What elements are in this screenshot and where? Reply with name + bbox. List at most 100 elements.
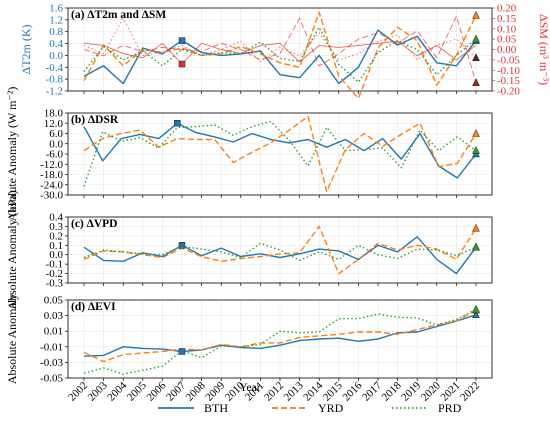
data-point xyxy=(456,59,458,61)
marker-square xyxy=(178,242,186,249)
data-point xyxy=(456,259,458,261)
marker-triangle xyxy=(472,242,480,251)
y-tick-label: -6.0 xyxy=(46,149,64,161)
y-tick-label-right: 0.20 xyxy=(497,3,517,15)
data-point xyxy=(260,41,262,43)
legend-label-yrd: YRD xyxy=(318,401,344,415)
data-point xyxy=(416,30,418,32)
data-point xyxy=(456,273,458,275)
data-point xyxy=(299,259,301,261)
data-point xyxy=(279,74,281,76)
y-tick-label: 1.2 xyxy=(49,14,63,26)
data-point xyxy=(377,52,379,54)
y-tick-label: 0.05 xyxy=(44,295,64,307)
data-point xyxy=(344,150,346,152)
x-tick-label: 2013 xyxy=(282,379,306,403)
series-line-bth xyxy=(83,236,477,275)
data-point xyxy=(279,42,281,44)
data-point xyxy=(260,61,262,63)
data-point xyxy=(377,338,379,340)
data-point xyxy=(307,139,309,141)
data-point xyxy=(419,122,421,124)
data-point xyxy=(456,38,458,40)
marker-triangle xyxy=(472,304,480,313)
y-axis-label: Absolute Anomaly xyxy=(5,294,19,384)
data-point xyxy=(270,142,272,144)
data-point xyxy=(326,127,328,129)
data-point xyxy=(162,47,164,49)
data-point xyxy=(176,138,178,140)
data-point xyxy=(240,49,242,51)
data-point xyxy=(416,331,418,333)
data-point xyxy=(103,367,105,369)
data-point xyxy=(83,186,85,188)
data-point xyxy=(83,150,85,152)
data-point xyxy=(122,260,124,262)
data-point xyxy=(139,129,141,131)
data-point xyxy=(83,42,85,44)
y-tick-label: 0.4 xyxy=(49,38,63,50)
data-point xyxy=(318,331,320,333)
data-point xyxy=(318,251,320,253)
data-point xyxy=(338,47,340,49)
data-point xyxy=(103,361,105,363)
data-point xyxy=(103,249,105,251)
data-point xyxy=(142,51,144,53)
data-point xyxy=(201,248,203,250)
y-tick-label: 0.8 xyxy=(49,26,63,38)
data-point xyxy=(436,62,438,64)
data-point xyxy=(260,342,262,344)
data-point xyxy=(344,139,346,141)
data-point xyxy=(436,249,438,251)
data-point xyxy=(220,42,222,44)
data-point xyxy=(288,142,290,144)
data-point xyxy=(326,146,328,148)
data-point xyxy=(363,149,365,151)
marker-square-sm xyxy=(178,60,186,68)
y-tick-label: -12.0 xyxy=(40,159,63,171)
panel-title: (b) ΔDSR xyxy=(71,114,119,126)
data-point xyxy=(299,337,301,339)
data-point xyxy=(318,335,320,337)
series-line-prd xyxy=(83,308,477,375)
data-point xyxy=(318,12,320,14)
data-point xyxy=(220,345,222,347)
data-point xyxy=(358,340,360,342)
y-tick-label-right: 0.00 xyxy=(497,44,517,56)
data-point xyxy=(120,133,122,135)
data-point xyxy=(400,158,402,160)
y-tick-label-right: 0.05 xyxy=(497,34,517,46)
data-point xyxy=(142,55,144,57)
data-point xyxy=(416,55,418,57)
data-point xyxy=(83,259,85,261)
data-point xyxy=(122,354,124,356)
marker-square xyxy=(174,120,181,127)
data-point xyxy=(338,273,340,275)
data-point xyxy=(103,55,105,57)
data-point xyxy=(201,256,203,258)
data-point xyxy=(83,257,85,259)
data-point xyxy=(377,331,379,333)
data-point xyxy=(318,65,320,67)
marker-square xyxy=(178,348,186,355)
data-point xyxy=(338,83,340,85)
data-point xyxy=(318,32,320,34)
data-point xyxy=(102,131,104,133)
y-axis-label: Absolute Anomaly (W m⁻²) xyxy=(5,87,19,222)
data-point xyxy=(251,151,253,153)
y-tick-label: -0.03 xyxy=(40,357,63,369)
data-point xyxy=(83,71,85,73)
data-point xyxy=(299,332,301,334)
data-point xyxy=(338,63,340,65)
data-point xyxy=(358,98,360,100)
data-point xyxy=(232,134,234,136)
data-point xyxy=(377,47,379,49)
data-point xyxy=(338,318,340,320)
data-point xyxy=(214,124,216,126)
data-point xyxy=(122,346,124,348)
data-point xyxy=(318,44,320,46)
data-point xyxy=(220,49,222,51)
data-point xyxy=(279,330,281,332)
data-point xyxy=(195,132,197,134)
data-point xyxy=(220,251,222,253)
